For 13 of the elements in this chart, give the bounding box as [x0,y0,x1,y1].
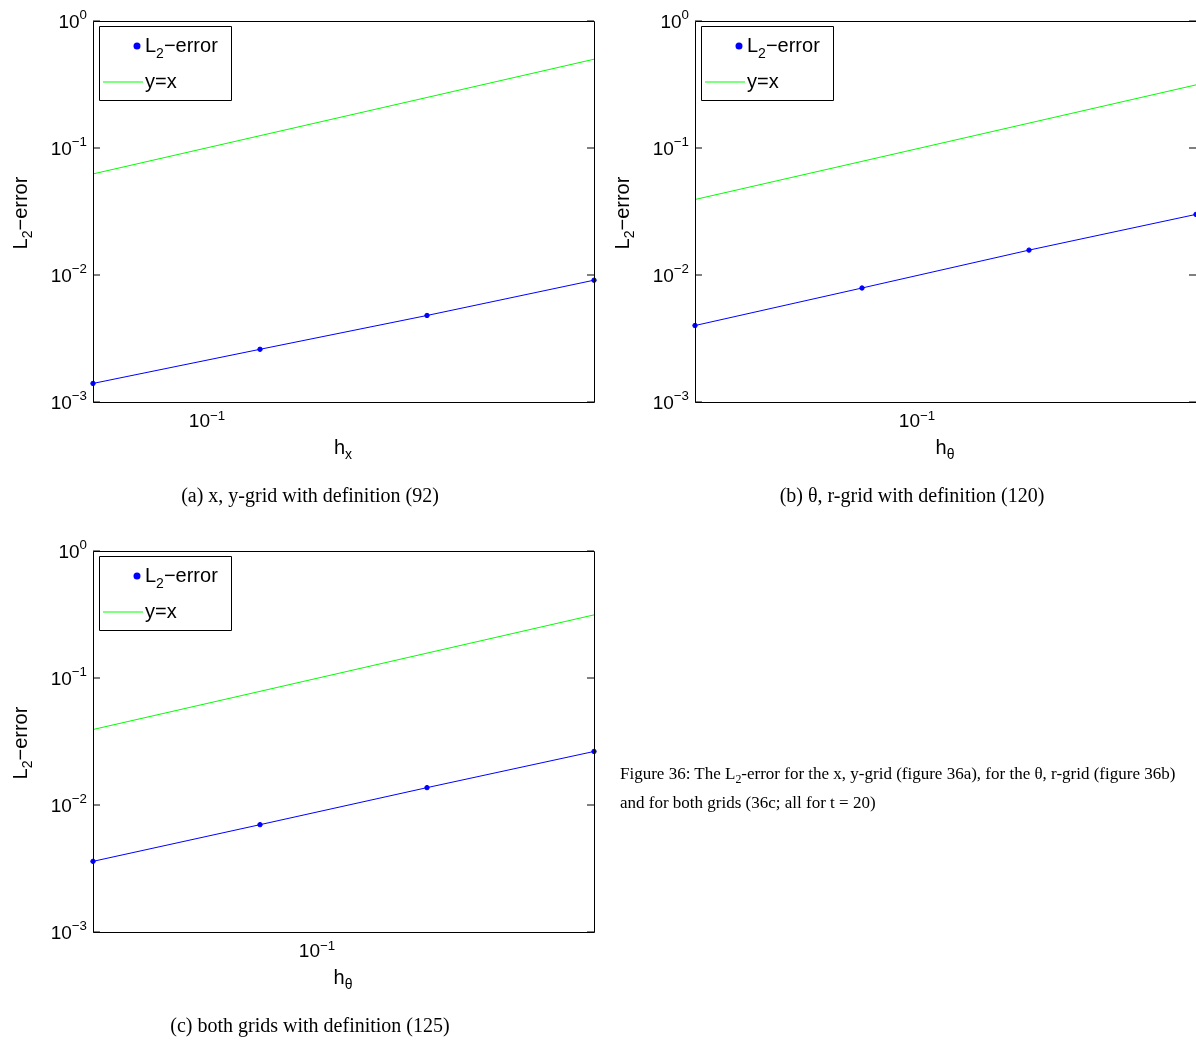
legend-label: y=x [145,599,177,622]
text: 10$^{−1}$ [897,408,937,433]
x-axis-title: h$_{x}$ [332,436,354,462]
legend-label: y=x [747,69,779,92]
text: (b) θ, r-grid with definition (120) [778,484,1046,507]
text: (a) x, y-grid with definition (92) [180,484,440,507]
x-axis-title: h$_{θ}$ [934,436,956,462]
text: (c) both grids with definition (125) [169,1014,451,1037]
caption: Figure 36: The L$_{2}$-error for the x, y-grid (figure 36a), for the θ, r-grid (figure 36b) and for both grids (36c; all for t = 20) [620,763,1177,815]
x-axis-title: h$_{θ}$ [332,966,354,992]
legend-label: y=x [145,69,177,92]
text: 10$^{−1}$ [187,408,227,433]
text: 10$^{−1}$ [297,938,337,963]
